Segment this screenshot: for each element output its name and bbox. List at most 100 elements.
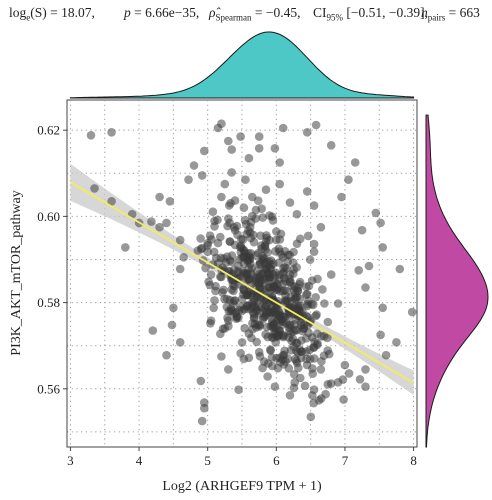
data-point [209,247,219,257]
data-point [210,222,219,231]
data-point [232,221,242,231]
data-point [286,346,296,355]
data-point [208,207,218,216]
data-points [86,119,417,426]
data-point [241,175,250,184]
data-point [361,283,370,292]
data-point [285,391,295,400]
data-point [310,337,320,347]
data-point [270,382,280,392]
data-point [311,120,321,130]
data-point [293,348,303,358]
data-point [200,146,209,156]
data-point [294,363,303,373]
data-point [308,391,317,400]
data-point [338,375,348,384]
y-marginal-density [425,114,489,448]
data-point [175,235,185,245]
data-point [261,245,270,254]
data-point [265,271,274,281]
data-point [242,269,252,279]
stat-log-s: loge(S) = 18.07, [9,5,95,23]
data-point [255,275,264,284]
data-point [292,209,302,219]
data-point [147,217,156,226]
data-point [216,272,225,282]
x-axis: 3 4 5 6 7 8 [67,446,417,468]
data-point [227,145,236,154]
y-axis-label: PI3K_AKT_mTOR_pathway [9,190,24,355]
data-point [216,329,225,339]
data-point [179,252,188,262]
data-point [254,144,264,153]
data-point [165,197,175,206]
data-point [217,119,226,128]
data-point [306,412,316,422]
data-point [281,297,290,307]
x-tick-label: 6 [273,453,280,468]
data-point [162,350,171,360]
data-point [254,260,264,269]
data-point [280,313,290,322]
x-axis-label: Log2 (ARHGEF9 TPM + 1) [162,479,322,494]
data-point [279,350,289,360]
data-point [292,356,301,366]
data-point [224,201,234,210]
data-point [211,286,220,296]
data-point [289,265,299,274]
data-point [279,273,289,283]
data-point [107,197,116,206]
data-point [309,247,319,256]
data-point [270,144,280,153]
data-point [305,345,315,355]
data-point [337,192,346,202]
data-point [318,285,327,294]
data-point [381,350,391,360]
data-point [272,235,281,245]
data-point [319,351,329,361]
data-point [206,319,215,328]
data-point [255,283,265,292]
data-point [308,369,318,379]
data-point [121,243,130,252]
data-point [241,219,251,229]
data-point [196,376,206,386]
data-point [244,153,254,163]
stat-n-pairs: npairs = 663 [421,5,480,23]
fit-line [69,181,415,384]
x-density-curve [69,31,415,99]
data-point [376,218,385,228]
data-point [344,175,353,184]
data-point [238,235,248,244]
data-point [217,192,226,202]
data-point [228,280,238,289]
data-point [289,285,299,295]
data-point [162,218,171,228]
data-point [307,299,316,309]
data-point [304,281,314,291]
data-point [263,332,273,342]
data-point [213,215,222,225]
data-point [242,302,252,311]
data-point [193,246,203,255]
y-tick-label: 0.58 [37,295,60,310]
data-point [378,243,388,252]
data-point [292,239,302,248]
data-point [302,354,311,364]
stat-p-value: p = 6.66e−35, [124,5,200,20]
data-point [270,282,279,291]
data-point [261,306,271,315]
data-point [206,270,216,279]
data-point [189,161,199,170]
data-point [323,380,333,389]
data-point [284,364,294,373]
data-point [364,261,374,271]
data-point [268,216,278,225]
data-point [90,184,99,193]
data-point [407,307,417,317]
data-point [292,326,302,335]
data-point [224,365,233,374]
data-point [256,295,266,305]
x-marginal-density [69,31,415,99]
